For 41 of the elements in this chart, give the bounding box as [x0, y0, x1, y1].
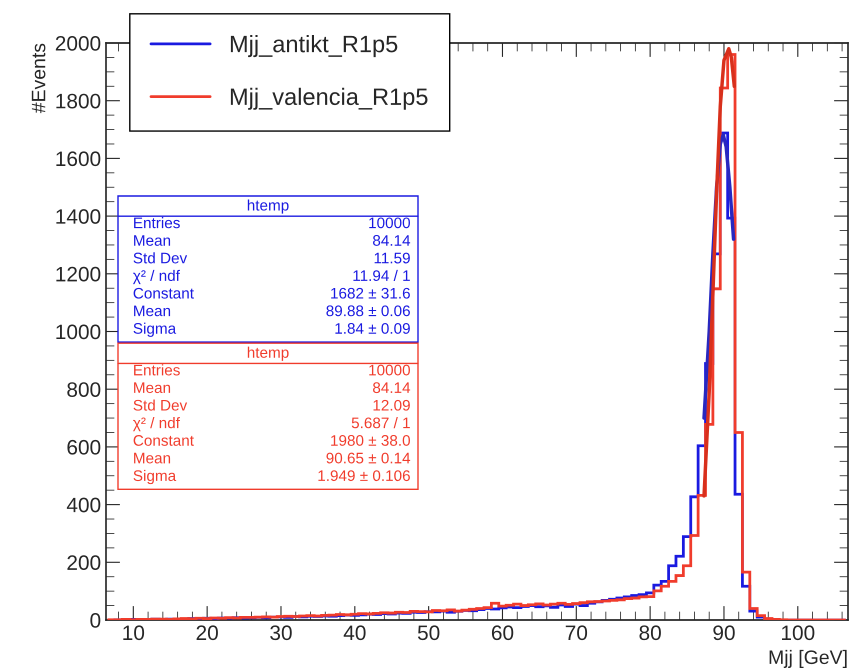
annotation: htemp — [248, 199, 289, 214]
annotation: htemp — [248, 346, 289, 361]
x-tick-label: 40 — [344, 625, 366, 640]
y-tick-label: 1400 — [56, 209, 100, 224]
y-tick-label: 1000 — [56, 324, 100, 340]
y-tick-label: 600 — [67, 440, 100, 455]
x-tick-label: 20 — [196, 625, 218, 640]
text: Constant 1980 ± 38.0 — [134, 435, 410, 446]
y-tick-label: 2000 — [56, 36, 100, 51]
x-tick-label: 80 — [639, 625, 661, 640]
y-tick-label: 400 — [66, 498, 100, 512]
x-axis-title: Mjj [GeV] — [770, 650, 847, 668]
text: Constant 1682 ± 31.6 — [134, 288, 410, 299]
y-tick-label: 800 — [67, 382, 100, 397]
x-tick-label: 60 — [492, 625, 514, 640]
text: Std Dev 11.59 — [134, 252, 410, 264]
legend-label: Mjj_antikt_R1p5 — [230, 35, 398, 58]
y-axis-title: #Events — [32, 44, 46, 114]
x-tick-label: 70 — [566, 625, 588, 640]
y-tick-label: 200 — [67, 555, 100, 570]
text: Entries 10000 — [134, 217, 410, 228]
x-tick-label: 30 — [270, 625, 292, 640]
y-tick-label: 1200 — [56, 266, 100, 282]
x-tick-label: 100 — [782, 625, 814, 640]
text: Std Dev 12.09 — [134, 399, 410, 411]
text: Mean 84.14 — [134, 382, 410, 394]
y-tick-label: 1800 — [56, 94, 100, 108]
text: Entries 10000 — [134, 364, 410, 376]
text: χ² / ndf 11.94 / 1 — [133, 270, 410, 284]
y-tick-label: 1600 — [56, 151, 100, 166]
text: Sigma 1.949 ± 0.106 — [134, 470, 410, 484]
text: Mean 89.88 ± 0.06 — [134, 305, 410, 316]
x-tick-label: 10 — [123, 625, 144, 640]
x-tick-label: 90 — [713, 625, 735, 640]
text: Mean 84.14 — [134, 235, 410, 246]
y-tick-label: 0 — [90, 613, 100, 628]
text: Mean 90.65 ± 0.14 — [134, 452, 410, 464]
text: Sigma 1.84 ± 0.09 — [134, 322, 410, 337]
x-tick-label: 50 — [418, 625, 440, 640]
legend-label: Mjj_valencia_R1p5 — [230, 88, 428, 110]
text: χ² / ndf 5.687 / 1 — [133, 417, 410, 432]
